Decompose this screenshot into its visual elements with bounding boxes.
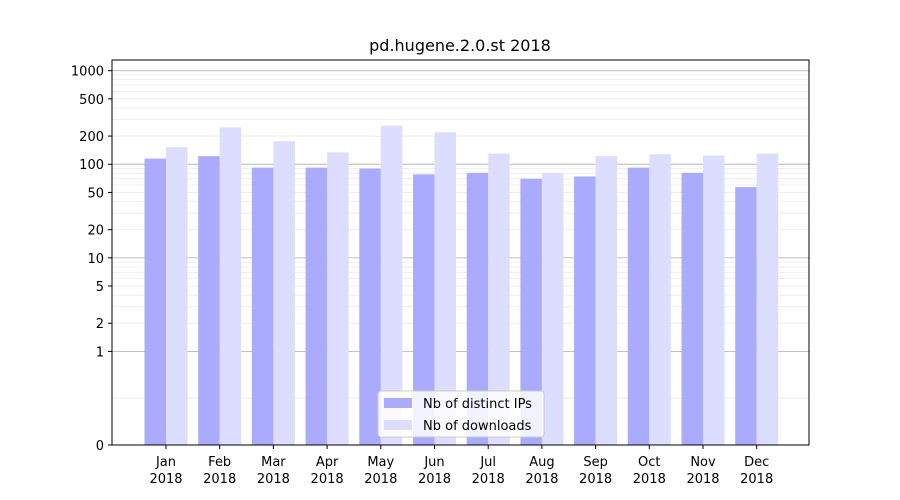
x-tick-label-year: 2018: [149, 472, 182, 487]
x-tick-label-year: 2018: [633, 472, 666, 487]
x-tick-label-year: 2018: [686, 472, 719, 487]
x-tick-label-month: Sep: [583, 455, 608, 470]
x-tick-label-month: Mar: [261, 455, 286, 470]
y-tick-label: 2: [96, 317, 104, 332]
y-tick-label: 20: [87, 224, 104, 239]
y-tick-label: 0: [96, 439, 104, 454]
legend-label: Nb of distinct IPs: [423, 397, 532, 412]
x-tick-label-month: Jun: [423, 455, 444, 470]
bar-downloads: [380, 125, 403, 445]
bar-downloads: [219, 127, 242, 445]
x-tick-label-month: Jan: [155, 455, 176, 470]
bar-ips: [359, 168, 381, 445]
bar-downloads: [595, 156, 618, 445]
x-axis: Jan 2018 Feb 2018 Mar 2018 Apr 2018 May 2018 Jun 20…: [149, 445, 773, 487]
y-tick-label: 10: [87, 252, 104, 267]
x-tick-label-month: Oct: [638, 455, 660, 470]
bar-downloads: [649, 154, 671, 446]
x-tick-label-year: 2018: [418, 472, 451, 487]
bar-ips: [251, 167, 274, 445]
x-tick-label-month: Feb: [208, 455, 231, 470]
bars: [144, 125, 779, 446]
bar-ips: [520, 178, 542, 446]
x-tick-label-month: Dec: [744, 455, 769, 470]
bar-downloads: [273, 141, 295, 446]
x-tick-label-month: Jul: [479, 455, 496, 470]
bar-ips: [198, 156, 220, 445]
x-tick-label-month: Nov: [690, 455, 716, 470]
x-tick-label-year: 2018: [257, 472, 290, 487]
x-tick-label-year: 2018: [525, 472, 558, 487]
y-axis: 0 1 2 5 10 20 50 100 200 500 1000: [71, 65, 112, 454]
bar-ips: [735, 187, 757, 445]
y-tick-label: 500: [79, 93, 104, 108]
legend-box: [377, 390, 545, 438]
bar-ips: [144, 158, 166, 445]
bar-downloads: [166, 147, 188, 445]
x-tick-label-month: Aug: [529, 455, 554, 470]
y-tick-label: 1: [96, 345, 104, 360]
x-tick-label-year: 2018: [740, 472, 773, 487]
bar-downloads: [488, 153, 510, 446]
x-tick-label-year: 2018: [472, 472, 505, 487]
chart-title: pd.hugene.2.0.st 2018: [369, 36, 551, 55]
bar-downloads: [703, 155, 725, 445]
bar-ips: [413, 174, 435, 445]
plot-frame: [111, 59, 810, 446]
bar-ips: [305, 167, 328, 445]
y-tick-label: 50: [87, 186, 104, 201]
x-tick-label-year: 2018: [203, 472, 236, 487]
x-tick-label-year: 2018: [579, 472, 612, 487]
y-tick-label: 100: [79, 158, 104, 173]
bar-downloads: [327, 152, 349, 445]
x-tick-label-month: Apr: [316, 455, 339, 470]
legend-label: Nb of downloads: [423, 419, 532, 434]
legend-swatch: [384, 420, 412, 430]
y-tick-label: 5: [96, 280, 104, 295]
bar-ips: [681, 172, 703, 445]
legend-swatch: [384, 398, 412, 408]
x-tick-label-year: 2018: [311, 472, 344, 487]
y-tick-label: 200: [79, 130, 104, 145]
bar-ips: [466, 172, 489, 445]
bar-ips: [627, 167, 650, 445]
y-tick-label: 1000: [71, 65, 104, 80]
bar-downloads: [756, 153, 779, 446]
x-tick-label-year: 2018: [364, 472, 397, 487]
bar-downloads: [434, 132, 456, 445]
x-tick-label-month: May: [367, 455, 394, 470]
bar-downloads: [541, 172, 564, 445]
bar-ips: [574, 176, 596, 446]
legend: Nb of distinct IPs Nb of downloads: [377, 390, 545, 438]
